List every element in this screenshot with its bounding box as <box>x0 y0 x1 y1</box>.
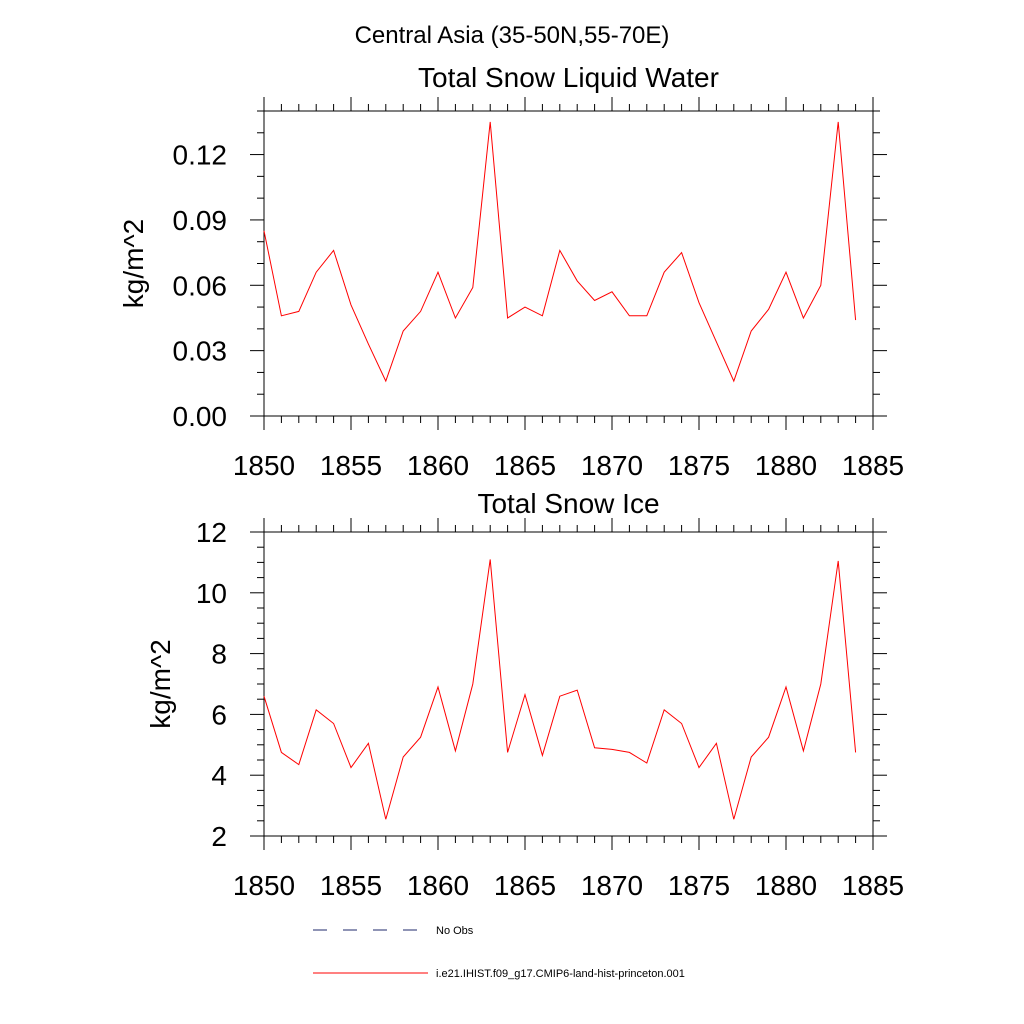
x-tick-label: 1860 <box>407 450 469 481</box>
chart-title: Total Snow Ice <box>477 488 659 519</box>
x-tick-label: 1855 <box>320 870 382 901</box>
y-tick-label: 0.06 <box>173 270 228 301</box>
series-line <box>263 559 857 820</box>
plot-frame <box>263 531 874 837</box>
figure-title: Central Asia (35-50N,55-70E) <box>355 22 670 49</box>
legend-label-no-obs: No Obs <box>436 925 474 937</box>
chart-title: Total Snow Liquid Water <box>418 62 719 93</box>
y-tick-label: 0.12 <box>173 140 228 171</box>
panel-snow-liquid-water: Total Snow Liquid Water kg/m^2 1850 1855 186… <box>118 62 904 481</box>
y-axis-label: kg/m^2 <box>145 639 176 728</box>
y-tick-label: 2 <box>211 821 227 852</box>
x-tick-label: 1875 <box>668 450 730 481</box>
y-tick-label: 12 <box>196 517 227 548</box>
x-tick-label: 1865 <box>494 870 556 901</box>
x-tick-label: 1870 <box>581 870 643 901</box>
y-tick-label: 0.09 <box>173 205 228 236</box>
legend: No Obs i.e21.IHIST.f09_g17.CMIP6-land-hi… <box>313 925 685 980</box>
y-tick-label: 4 <box>211 760 227 791</box>
y-tick-label: 0.03 <box>173 336 228 367</box>
legend-label-model: i.e21.IHIST.f09_g17.CMIP6-land-hist-prin… <box>436 968 685 980</box>
x-tick-label: 1850 <box>233 870 295 901</box>
x-tick-label: 1870 <box>581 450 643 481</box>
x-tick-label: 1850 <box>233 450 295 481</box>
y-axis-label: kg/m^2 <box>118 219 149 308</box>
y-tick-label: 6 <box>211 699 227 730</box>
series-line <box>263 121 857 383</box>
x-tick-label: 1885 <box>842 870 904 901</box>
x-tick-label: 1885 <box>842 450 904 481</box>
x-tick-label: 1865 <box>494 450 556 481</box>
y-tick-label: 8 <box>211 639 227 670</box>
y-tick-label: 10 <box>196 578 227 609</box>
x-tick-label: 1880 <box>755 870 817 901</box>
panel-snow-ice: Total Snow Ice kg/m^2 1850 1855 1860 1865 1870… <box>145 488 904 901</box>
plot-frame <box>263 110 874 417</box>
x-tick-label: 1860 <box>407 870 469 901</box>
x-tick-label: 1880 <box>755 450 817 481</box>
x-tick-label: 1875 <box>668 870 730 901</box>
x-tick-label: 1855 <box>320 450 382 481</box>
y-tick-label: 0.00 <box>173 401 228 432</box>
